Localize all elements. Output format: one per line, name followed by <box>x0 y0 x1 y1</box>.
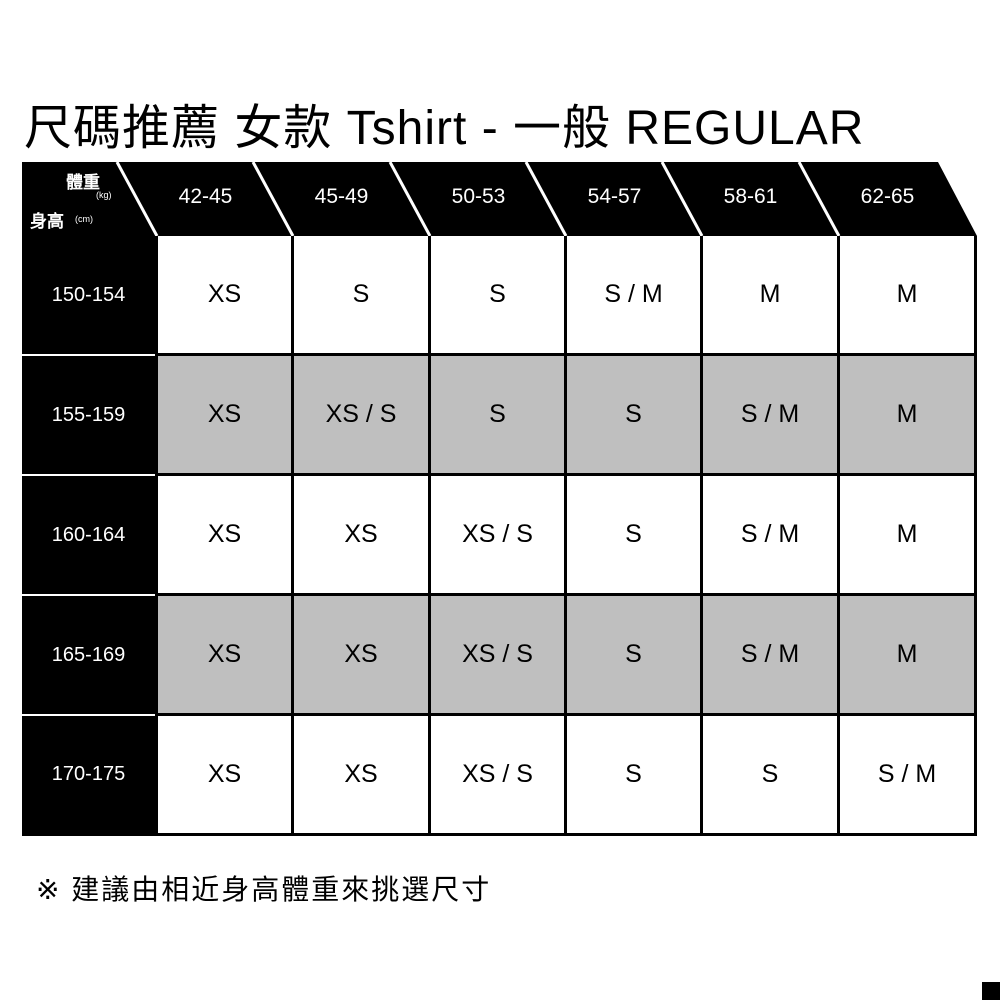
size-cell: M <box>837 236 977 356</box>
size-cell: M <box>837 356 977 476</box>
size-cell: XS <box>155 716 291 836</box>
corner-height-label: 身高 <box>30 212 64 231</box>
size-cell: XS / S <box>428 716 564 836</box>
size-cell: M <box>700 236 837 356</box>
footnote: ※ 建議由相近身高體重來挑選尺寸 <box>36 874 492 905</box>
size-cell: S <box>291 236 428 356</box>
size-cell: S / M <box>837 716 977 836</box>
size-cell: XS <box>155 236 291 356</box>
size-cell: S <box>564 716 700 836</box>
size-cell: S / M <box>564 236 700 356</box>
header-divider <box>524 161 568 237</box>
size-cell: XS / S <box>428 476 564 596</box>
row-header-height: 170-175 <box>22 716 155 836</box>
size-cell: XS <box>155 596 291 716</box>
size-cell: S <box>564 356 700 476</box>
column-header-weight: 50-53 <box>451 185 506 208</box>
row-header-height: 155-159 <box>22 356 155 476</box>
header-divider <box>388 161 432 237</box>
header-divider <box>797 161 841 237</box>
size-cell: XS <box>291 596 428 716</box>
size-cell: S <box>700 716 837 836</box>
size-cell: XS / S <box>291 356 428 476</box>
size-cell: S / M <box>700 476 837 596</box>
size-cell: S <box>428 356 564 476</box>
table-header-band <box>22 161 977 237</box>
size-cell: M <box>837 596 977 716</box>
size-cell: M <box>837 476 977 596</box>
size-cell: XS <box>291 476 428 596</box>
size-cell: S <box>564 476 700 596</box>
column-header-weight: 58-61 <box>723 185 778 208</box>
header-divider <box>115 161 159 237</box>
size-cell: S <box>564 596 700 716</box>
page-title: 尺碼推薦 女款 Tshirt - 一般 REGULAR <box>24 102 865 155</box>
corner-mark <box>982 982 1000 1000</box>
header-divider <box>660 161 704 237</box>
row-header-height: 165-169 <box>22 596 155 716</box>
column-header-weight: 42-45 <box>178 185 233 208</box>
size-cell: S / M <box>700 356 837 476</box>
corner-height-unit: (cm) <box>75 214 93 224</box>
size-cell: XS <box>155 356 291 476</box>
corner-weight-label: 體重 <box>66 173 100 192</box>
header-divider <box>251 161 295 237</box>
size-cell: S <box>428 236 564 356</box>
size-cell: XS <box>155 476 291 596</box>
size-cell: S / M <box>700 596 837 716</box>
column-header-weight: 54-57 <box>587 185 642 208</box>
corner-weight-unit: (kg) <box>96 190 112 200</box>
column-header-weight: 45-49 <box>314 185 369 208</box>
row-header-height: 150-154 <box>22 236 155 356</box>
column-header-weight: 62-65 <box>860 185 915 208</box>
size-cell: XS / S <box>428 596 564 716</box>
row-header-height: 160-164 <box>22 476 155 596</box>
header-background <box>22 162 977 236</box>
size-cell: XS <box>291 716 428 836</box>
